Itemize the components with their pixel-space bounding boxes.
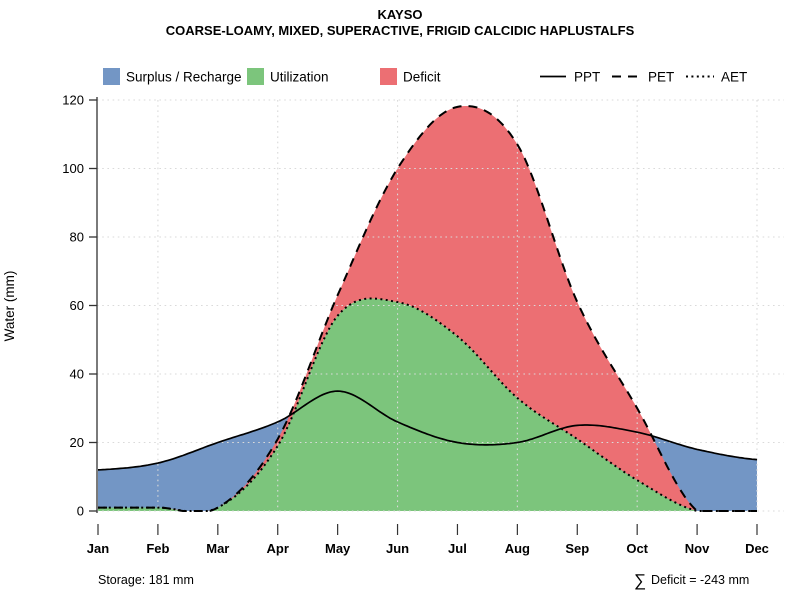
month-label: Nov — [685, 541, 710, 556]
filled-areas — [98, 106, 757, 511]
total-deficit-annotation: Deficit = -243 mm — [651, 573, 749, 587]
month-label: Jul — [448, 541, 467, 556]
month-label: Sep — [565, 541, 589, 556]
y-axis-title: Water (mm) — [2, 271, 17, 342]
ppt-curve — [97, 390, 758, 471]
month-label: Jun — [386, 541, 409, 556]
utilization-label: Utilization — [270, 70, 329, 85]
ppt-label: PPT — [574, 70, 600, 85]
series-lines — [97, 105, 758, 512]
y-tick-label: 120 — [62, 93, 84, 108]
month-label: Aug — [505, 541, 530, 556]
month-label: Jan — [87, 541, 109, 556]
pet-curve — [98, 105, 757, 512]
y-axis: 0 20 40 60 80 100 120 — [62, 93, 98, 519]
deficit-swatch — [380, 68, 397, 85]
aet-curve — [98, 297, 757, 512]
pet-label: PET — [648, 70, 674, 85]
month-label: Oct — [626, 541, 648, 556]
month-label: Apr — [267, 541, 289, 556]
chart-title: KAYSO — [377, 7, 422, 22]
month-label: May — [325, 541, 351, 556]
surplus-swatch — [103, 68, 120, 85]
y-tick-label: 20 — [70, 435, 84, 450]
y-tick-label: 40 — [70, 367, 84, 382]
legend: Surplus / Recharge Utilization Deficit P… — [103, 68, 747, 85]
y-tick-label: 100 — [62, 161, 84, 176]
aet-label: AET — [721, 70, 747, 85]
surplus-label: Surplus / Recharge — [126, 70, 242, 85]
storage-annotation: Storage: 181 mm — [98, 573, 194, 587]
utilization-swatch — [247, 68, 264, 85]
y-tick-label: 0 — [77, 504, 84, 519]
sigma-symbol: ∑ — [634, 571, 646, 590]
chart-subtitle: COARSE-LOAMY, MIXED, SUPERACTIVE, FRIGID… — [166, 23, 635, 38]
y-tick-label: 60 — [70, 298, 84, 313]
month-label: Mar — [206, 541, 229, 556]
deficit-area — [98, 106, 757, 511]
utilization-area — [98, 298, 757, 511]
month-label: Dec — [745, 541, 769, 556]
y-tick-label: 80 — [70, 230, 84, 245]
deficit-label: Deficit — [403, 70, 441, 85]
x-axis: Jan Feb Mar Apr May Jun Jul Aug Sep Oct Nov Dec — [87, 524, 769, 556]
month-label: Feb — [146, 541, 169, 556]
